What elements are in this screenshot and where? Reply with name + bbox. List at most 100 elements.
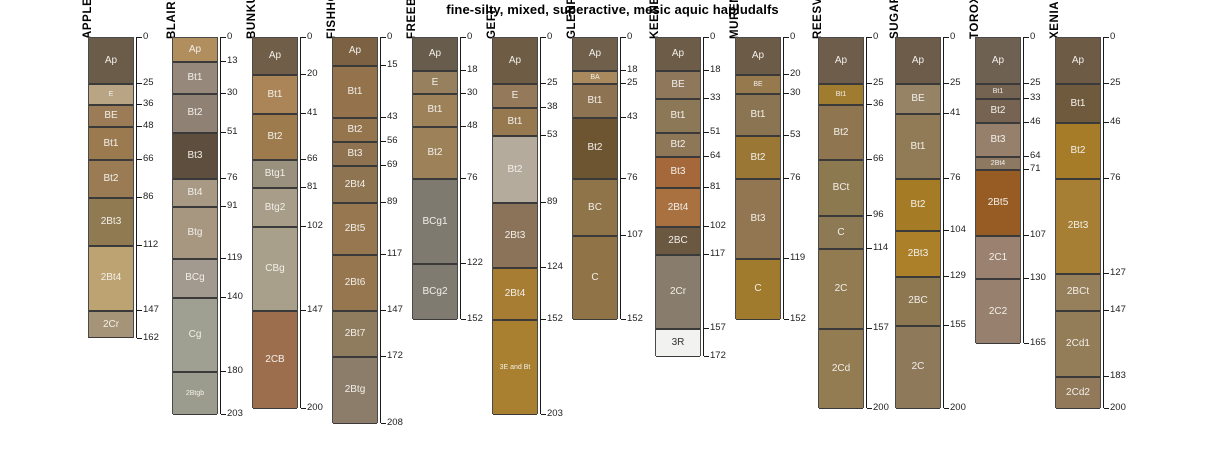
axis-tick (137, 309, 142, 311)
axis-tick-label: 91 (227, 199, 238, 211)
axis-tick-label: 18 (467, 64, 478, 76)
horizon-segment: C (819, 216, 863, 250)
horizon-label: Ap (834, 54, 848, 66)
horizon-segment: Bt1 (493, 108, 537, 137)
axis-tick-label: 43 (387, 110, 398, 122)
horizon-label: CBg (265, 262, 285, 274)
horizon-label: Bt1 (347, 85, 363, 97)
horizon-segment: 2Cr (89, 310, 133, 339)
axis-tick-label: 147 (387, 303, 403, 315)
horizon-segment: Bt3 (173, 132, 217, 179)
horizon-segment: Bt1 (173, 62, 217, 94)
horizon-segment: BE (656, 71, 700, 100)
horizon-label: Ap (991, 54, 1005, 66)
axis-tick (381, 164, 386, 166)
axis-tick (704, 131, 709, 133)
axis-tick-label: 20 (307, 68, 318, 80)
horizon-label: 2Bt5 (344, 223, 366, 235)
horizon-label: BA (590, 74, 600, 82)
horizon-label: 2Cr (669, 286, 687, 298)
axis-tick-label: 81 (710, 181, 721, 193)
axis-tick-label: 117 (710, 248, 726, 260)
horizon-label: Bt2 (670, 138, 686, 150)
axis-tick (1024, 98, 1029, 100)
horizon-segment: 2Btg (333, 357, 377, 424)
horizon-label: E (108, 91, 114, 99)
horizon-label: 2Bt4 (344, 178, 366, 190)
axis-tick-label: 0 (547, 31, 553, 42)
horizon-segment: 2Bt4 (976, 156, 1020, 170)
axis-tick (1104, 37, 1109, 38)
axis-tick-label: 66 (307, 153, 318, 165)
axis-tick (301, 187, 306, 189)
profile-bar: Ap BE Bt1 Bt2 Bt3 2Bt4 2BC 2Cr 3R (655, 37, 701, 358)
horizon-label: 2Btg (344, 384, 366, 396)
axis-tick (221, 92, 226, 94)
horizon-segment: BCg (173, 258, 217, 298)
horizon-label: BE (104, 109, 118, 121)
horizon-segment: Ap (896, 38, 940, 85)
horizon-segment: Bt2 (1056, 123, 1100, 179)
horizon-label: 2C (834, 283, 848, 295)
axis-tick-label: 0 (143, 31, 149, 42)
axis-tick (784, 257, 789, 259)
horizon-segment: 2CB (253, 310, 297, 409)
axis-tick-label: 200 (1110, 402, 1126, 413)
horizon-label: Btg2 (264, 201, 286, 213)
horizon-label: 3R (671, 337, 685, 349)
axis-tick (867, 408, 872, 409)
horizon-label: BCg1 (422, 215, 448, 227)
axis-tick-label: 71 (1030, 162, 1041, 174)
axis-tick-label: 0 (387, 31, 393, 42)
horizon-label: 2Bt5 (987, 197, 1009, 209)
horizon-label: Ap (268, 50, 282, 62)
horizon-label: BCt (832, 182, 850, 194)
horizon-segment: Bt1 (736, 93, 780, 137)
axis-tick-label: 76 (1110, 171, 1121, 183)
axis-tick (784, 177, 789, 179)
horizon-segment: BCg2 (413, 264, 457, 320)
axis-tick-label: 130 (1030, 272, 1046, 284)
horizon-segment: Bt2 (819, 104, 863, 161)
axis-tick-label: 53 (790, 129, 801, 141)
axis-tick (541, 318, 546, 320)
axis-tick (541, 135, 546, 137)
axis-tick (704, 226, 709, 228)
horizon-segment: BE (89, 104, 133, 128)
axis-tick-label: 0 (227, 31, 233, 42)
axis-tick-label: 152 (467, 312, 483, 324)
horizon-label: Btg (187, 226, 203, 238)
horizon-segment: Bt2 (413, 127, 457, 179)
horizon-segment: 3E and Bt (493, 319, 537, 415)
axis-tick-label: 76 (227, 171, 238, 183)
horizon-segment: 2Bt7 (333, 310, 377, 358)
horizon-segment: Bt2 (89, 160, 133, 198)
axis-tick-label: 147 (1110, 303, 1126, 315)
axis-tick (704, 187, 709, 189)
horizon-label: E (431, 76, 439, 88)
horizon-segment: Ap (493, 38, 537, 85)
horizon-label: 2BC (668, 235, 688, 247)
horizon-segment: 2Btgb (173, 371, 217, 415)
axis-tick-label: 41 (950, 107, 961, 119)
horizon-label: BCg (185, 272, 205, 284)
axis-tick-label: 66 (143, 153, 154, 165)
horizon-segment: 2C (896, 325, 940, 409)
depth-axis: 0 25 36 48 66 86 112 147 162 (136, 32, 159, 342)
axis-tick (381, 254, 386, 256)
horizon-label: Bt2 (507, 163, 523, 175)
axis-tick-label: 0 (873, 31, 879, 42)
depth-axis: 0 20 30 53 76 119 152 (783, 32, 806, 323)
horizon-segment: C (573, 236, 617, 320)
horizon-label: 2Cd2 (1066, 387, 1090, 399)
horizon-segment: Bt2 (493, 136, 537, 204)
axis-tick-label: 96 (873, 209, 884, 221)
horizon-label: Bt1 (427, 104, 443, 116)
axis-tick-label: 200 (873, 402, 889, 413)
horizon-segment: 2Cd1 (1056, 310, 1100, 378)
horizon-segment: Bt2 (976, 99, 1020, 124)
horizon-label: 2Bt3 (907, 248, 929, 260)
profile-name-label: APPLERIVER (82, 0, 94, 39)
axis-tick (301, 74, 306, 76)
